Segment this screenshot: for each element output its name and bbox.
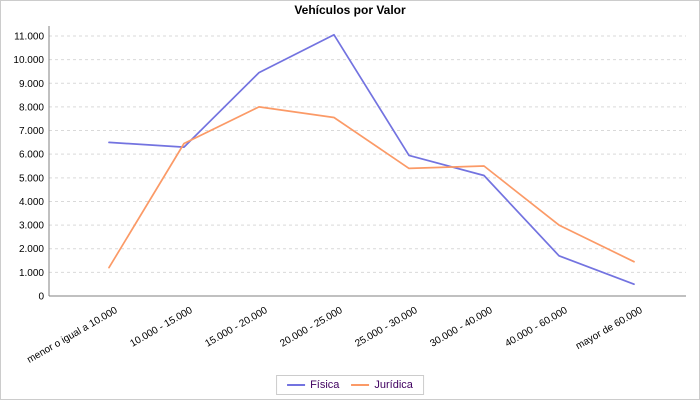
svg-text:1.000: 1.000 (19, 268, 44, 279)
svg-text:40.000 - 60.000: 40.000 - 60.000 (503, 305, 570, 350)
svg-text:10.000 - 15.000: 10.000 - 15.000 (128, 305, 195, 350)
svg-text:15.000 - 20.000: 15.000 - 20.000 (203, 305, 270, 350)
chart-title: Vehículos por Valor (294, 3, 406, 17)
legend-label-juridica: Jurídica (374, 379, 413, 391)
svg-text:9.000: 9.000 (19, 79, 44, 90)
line-chart-plot: 0 1.000 2.000 3.000 4.000 5.000 6.000 7.000 8.00… (13, 26, 686, 366)
svg-text:5.000: 5.000 (19, 173, 44, 184)
svg-text:0: 0 (38, 292, 44, 303)
svg-text:8.000: 8.000 (19, 102, 44, 113)
svg-text:30.000 - 40.000: 30.000 - 40.000 (428, 305, 495, 350)
svg-text:2.000: 2.000 (19, 244, 44, 255)
fisica-line-sample-icon (287, 384, 306, 386)
svg-text:7.000: 7.000 (19, 126, 44, 137)
legend: Física Jurídica (276, 375, 424, 395)
svg-text:6.000: 6.000 (19, 150, 44, 161)
svg-text:mayor de 60.000: mayor de 60.000 (574, 305, 645, 352)
svg-text:11.000: 11.000 (14, 32, 44, 43)
svg-text:4.000: 4.000 (19, 197, 44, 208)
svg-text:10.000: 10.000 (13, 55, 44, 66)
svg-text:menor o igual a 10.000: menor o igual a 10.000 (25, 305, 119, 366)
svg-text:3.000: 3.000 (19, 221, 44, 232)
svg-text:20.000 - 25.000: 20.000 - 25.000 (278, 305, 345, 350)
legend-label-fisica: Física (310, 379, 340, 391)
juridica-line-sample-icon (351, 384, 370, 386)
legend-item-juridica: Jurídica (351, 379, 413, 391)
svg-text:25.000 - 30.000: 25.000 - 30.000 (353, 305, 420, 350)
legend-item-fisica: Física (287, 379, 339, 391)
